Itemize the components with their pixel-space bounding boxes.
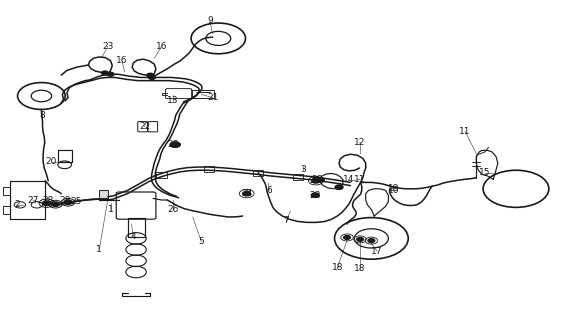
- Circle shape: [170, 142, 179, 147]
- Circle shape: [52, 202, 60, 206]
- Circle shape: [107, 72, 114, 76]
- Text: 3: 3: [301, 165, 306, 174]
- Text: 11: 11: [459, 127, 471, 136]
- Circle shape: [316, 178, 324, 182]
- Circle shape: [357, 237, 363, 241]
- Text: 19: 19: [388, 184, 400, 193]
- Circle shape: [335, 185, 343, 189]
- Text: 28: 28: [312, 175, 323, 184]
- Text: 12: 12: [354, 138, 366, 147]
- Text: 18: 18: [354, 264, 366, 273]
- Text: 26: 26: [167, 205, 179, 214]
- Text: 27: 27: [27, 196, 39, 204]
- Text: 21: 21: [207, 93, 218, 102]
- Text: 1: 1: [108, 205, 113, 214]
- Text: 24: 24: [309, 176, 320, 185]
- Text: 6: 6: [266, 186, 272, 195]
- Bar: [99, 190, 108, 200]
- Text: 23: 23: [102, 42, 113, 51]
- Circle shape: [311, 193, 319, 197]
- Text: 28: 28: [167, 140, 179, 148]
- Text: 20: 20: [45, 157, 57, 166]
- Text: 2: 2: [14, 200, 20, 209]
- Text: 14: 14: [343, 175, 354, 184]
- Circle shape: [43, 201, 50, 205]
- Text: 28: 28: [60, 196, 71, 204]
- Bar: [10, 181, 45, 219]
- Text: 11: 11: [354, 175, 366, 184]
- Text: 18: 18: [332, 263, 343, 272]
- Circle shape: [64, 200, 72, 204]
- Text: 25: 25: [71, 197, 82, 206]
- Text: 22: 22: [139, 122, 150, 131]
- Text: 24: 24: [241, 189, 252, 198]
- Text: 5: 5: [198, 237, 204, 246]
- Text: 17: 17: [371, 247, 383, 256]
- Text: 16: 16: [116, 56, 128, 65]
- Bar: [156, 172, 167, 178]
- Bar: [253, 170, 263, 176]
- Circle shape: [171, 142, 180, 147]
- Circle shape: [368, 239, 375, 243]
- Bar: [293, 174, 303, 180]
- Circle shape: [147, 73, 154, 77]
- Text: 1: 1: [96, 245, 102, 254]
- Text: 4: 4: [130, 232, 136, 241]
- Circle shape: [149, 76, 155, 79]
- Circle shape: [243, 191, 251, 196]
- Bar: [204, 166, 214, 172]
- Text: 28: 28: [43, 196, 54, 204]
- Circle shape: [312, 178, 320, 182]
- Text: 8: 8: [40, 111, 45, 120]
- Text: 10: 10: [388, 186, 400, 195]
- Circle shape: [101, 71, 108, 75]
- Text: 16: 16: [156, 42, 167, 51]
- Circle shape: [344, 236, 350, 239]
- Text: 28: 28: [309, 191, 320, 200]
- Circle shape: [312, 179, 320, 183]
- Text: 15: 15: [479, 168, 490, 177]
- Text: 9: 9: [207, 16, 213, 25]
- Text: 7: 7: [284, 216, 289, 225]
- Text: 13: 13: [167, 96, 179, 105]
